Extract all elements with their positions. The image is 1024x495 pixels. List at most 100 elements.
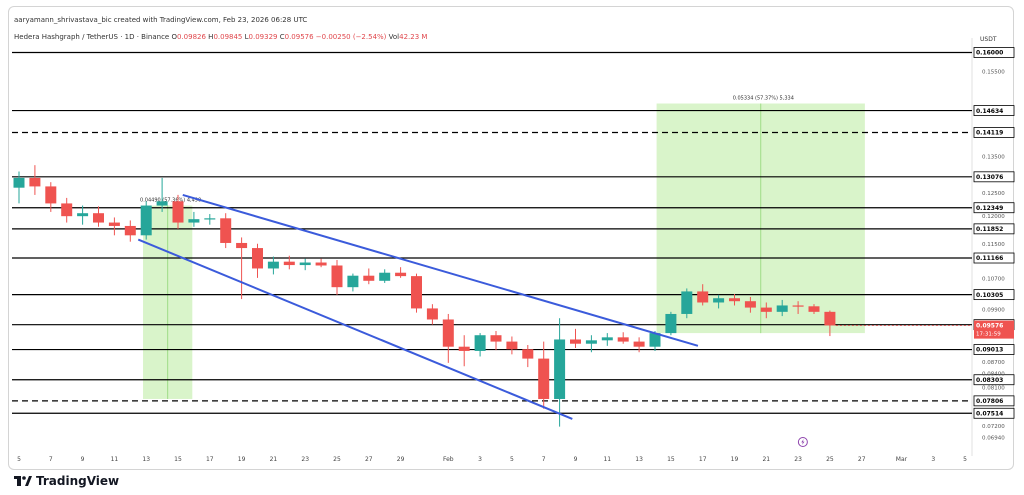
candle-down <box>570 339 581 344</box>
ohlc-low-label: L <box>244 33 249 41</box>
candle-down <box>808 306 820 312</box>
y-tick-label: 0.08100 <box>982 386 1005 392</box>
candle-up <box>585 340 597 344</box>
tradingview-logo[interactable]: TradingView <box>14 474 119 488</box>
x-tick-label: 15 <box>667 456 675 463</box>
x-tick-label: 27 <box>365 456 373 463</box>
candle-down <box>426 308 438 320</box>
x-tick-label: 17 <box>206 456 214 463</box>
lightning-glyph <box>801 439 805 445</box>
ohlc-high: 0.09845 <box>213 33 243 41</box>
level-price-label: 0.08303 <box>976 377 1003 384</box>
chart-meta-text: aaryamann_shrivastava_bic created with T… <box>14 16 308 24</box>
ohlc-high-label: H <box>208 33 214 41</box>
measure-zone-label: 0.04490 (57.36%) 4,490 <box>140 198 201 204</box>
x-tick-label: 29 <box>397 456 405 463</box>
candle-down <box>45 186 57 204</box>
candle-up <box>554 339 566 399</box>
y-tick-label: 0.09900 <box>982 307 1005 313</box>
level-price-box <box>973 127 1015 138</box>
candle-up <box>347 275 359 288</box>
ohlc-open-label: O <box>171 33 177 41</box>
currency-label: USDT <box>980 36 997 43</box>
ohlc-close: 0.09576 <box>284 33 314 41</box>
x-tick-label: 7 <box>49 456 53 463</box>
x-tick-label: 9 <box>574 456 578 463</box>
x-tick-label: 5 <box>963 456 967 463</box>
x-tick-label: 25 <box>333 456 341 463</box>
level-price-box <box>973 202 1015 214</box>
candle-down <box>744 301 756 308</box>
candle-down <box>697 291 709 303</box>
y-tick-label: 0.13500 <box>982 155 1005 161</box>
candle-up <box>77 213 89 217</box>
candle-up <box>379 272 391 281</box>
chart-frame <box>8 6 1014 470</box>
candle-down <box>506 341 518 350</box>
candle-down <box>29 177 41 187</box>
candle-up <box>665 313 677 334</box>
y-tick-label: 0.15500 <box>982 70 1005 76</box>
symbol-name[interactable]: Hedera Hashgraph / TetherUS · 1D · Binan… <box>14 33 170 41</box>
x-tick-label: 5 <box>17 456 21 463</box>
level-price-box <box>973 223 1015 235</box>
candle-down <box>363 275 375 281</box>
candle-down <box>252 248 263 269</box>
candle-down <box>315 262 327 266</box>
level-price-label: 0.10305 <box>976 292 1003 299</box>
x-tick-label: 21 <box>270 456 278 463</box>
x-tick-label: 23 <box>794 456 802 463</box>
candle-down <box>172 201 184 223</box>
ohlc-close-label: C <box>279 33 285 41</box>
candle-up <box>713 298 725 303</box>
level-price-label: 0.09013 <box>976 347 1003 354</box>
x-tick-label: 19 <box>238 456 246 463</box>
ohlc-change: −0.00250 (−2.54%) <box>315 33 387 41</box>
candle-up <box>649 333 661 347</box>
candle-down <box>792 305 804 307</box>
candle-up <box>267 261 279 269</box>
x-tick-label: 13 <box>635 456 643 463</box>
candle-down <box>729 298 740 302</box>
candle-down <box>633 341 645 347</box>
symbol-header: Hedera Hashgraph / TetherUS · 1D · Binan… <box>14 33 427 41</box>
ohlc-low: 0.09329 <box>248 33 278 41</box>
level-price-box <box>973 395 1015 407</box>
level-price-label: 0.14634 <box>976 108 1003 115</box>
x-tick-label: 15 <box>174 456 182 463</box>
candle-up <box>681 291 693 314</box>
level-price-label: 0.07514 <box>976 410 1003 417</box>
x-tick-label: 3 <box>931 456 935 463</box>
candle-down <box>220 218 232 243</box>
level-price-box <box>973 171 1015 183</box>
level-price-box <box>973 407 1015 419</box>
x-tick-label: 11 <box>111 456 119 463</box>
candle-up <box>188 219 200 223</box>
wedge-trendline <box>137 238 573 420</box>
ohlc-open: 0.09826 <box>176 33 206 41</box>
x-tick-label: Mar <box>896 456 908 463</box>
level-price-box <box>973 374 1015 386</box>
y-tick-label: 0.12500 <box>982 191 1005 197</box>
x-tick-label: 27 <box>858 456 866 463</box>
candle-down <box>617 337 629 342</box>
last-price-label: 0.09576 <box>976 323 1003 330</box>
candle-up <box>474 335 486 351</box>
x-tick-label: 11 <box>603 456 611 463</box>
level-price-box <box>973 289 1015 301</box>
x-tick-label: 13 <box>142 456 150 463</box>
candle-down <box>395 272 407 277</box>
candle-up <box>156 201 168 206</box>
candle-down <box>108 222 120 226</box>
level-price-label: 0.11852 <box>976 226 1003 233</box>
candle-up <box>299 262 311 266</box>
x-tick-label: 25 <box>826 456 834 463</box>
candle-down <box>411 276 422 309</box>
wedge-trendline <box>182 193 699 347</box>
x-tick-label: 5 <box>510 456 514 463</box>
candle-down <box>760 307 772 312</box>
level-price-label: 0.14119 <box>976 130 1003 137</box>
candle-up <box>140 205 152 236</box>
level-price-label: 0.12349 <box>976 205 1003 212</box>
